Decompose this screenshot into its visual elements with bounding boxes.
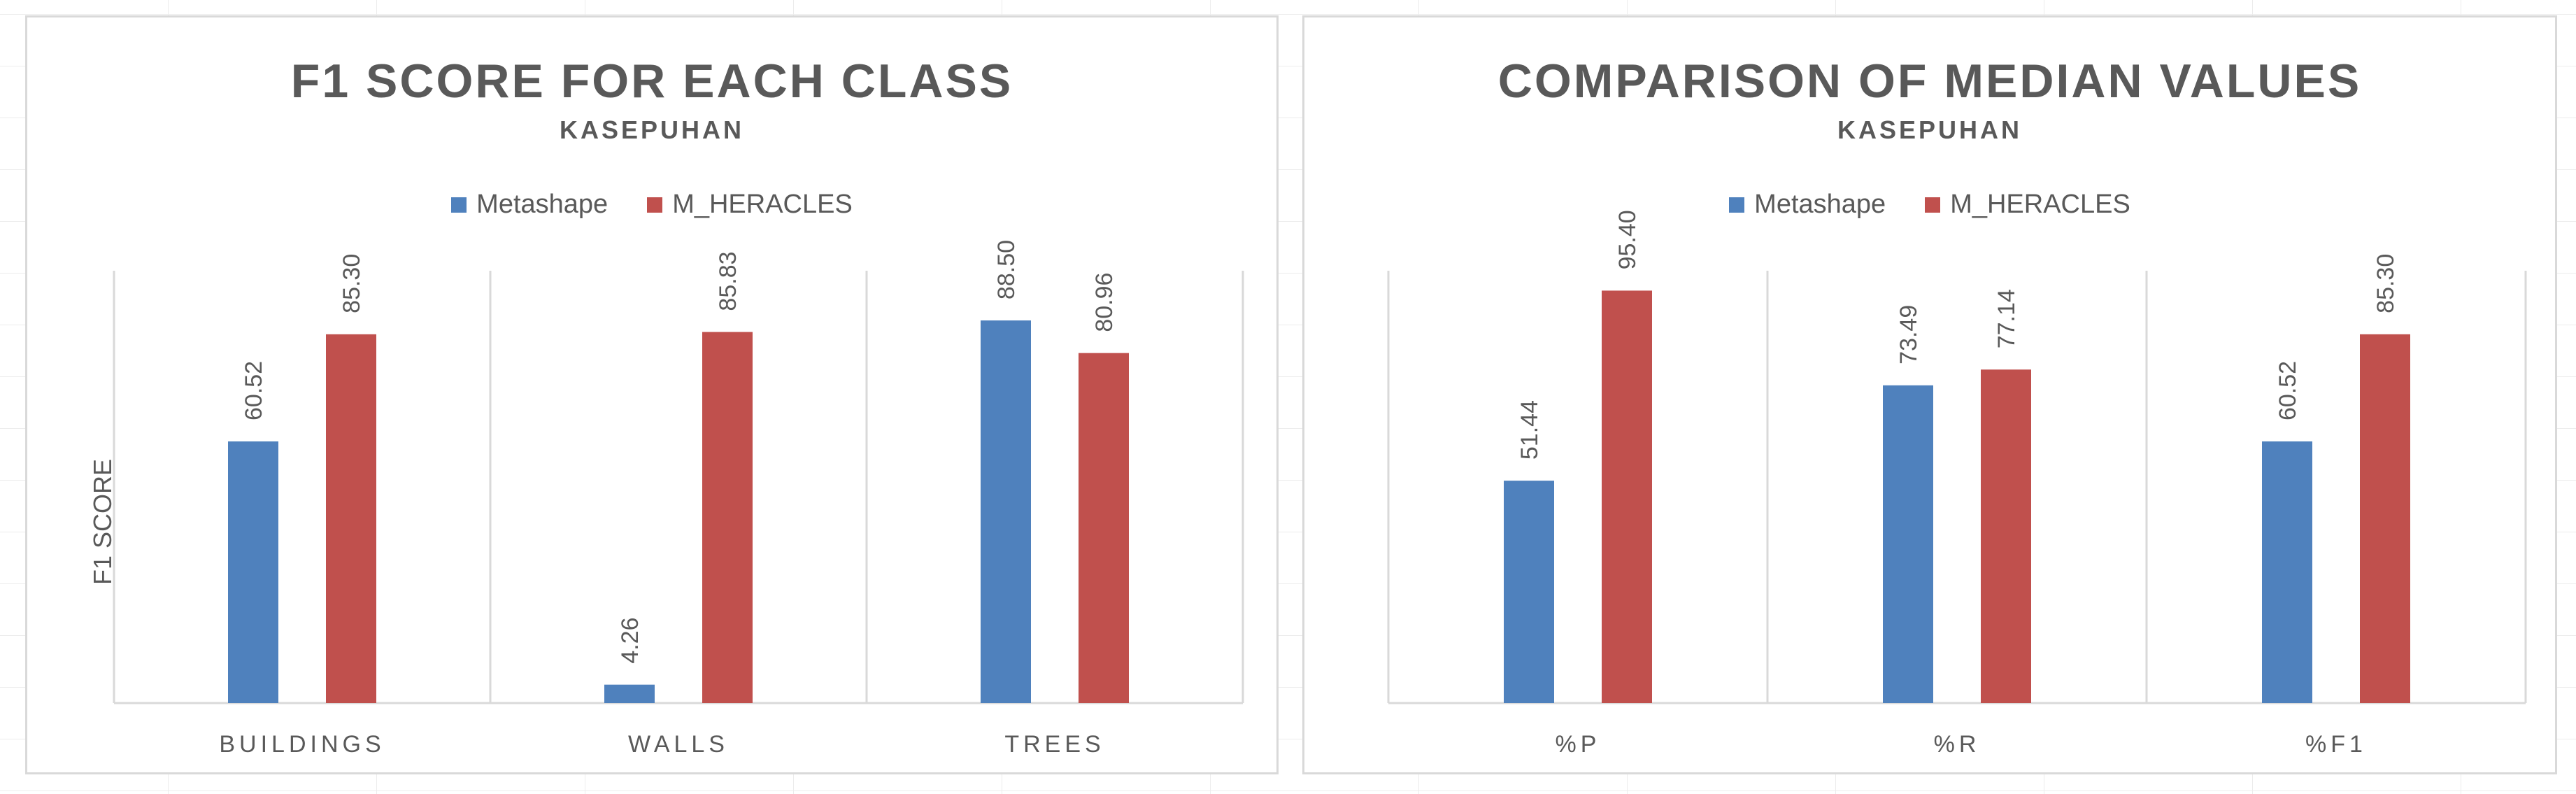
legend-swatch-metashape <box>451 197 467 213</box>
median-values-chart[interactable]: COMPARISON OF MEDIAN VALUES KASEPUHAN Me… <box>1302 15 2557 774</box>
bar-metashape[interactable] <box>228 441 278 703</box>
bar-m-heracles[interactable] <box>1079 353 1129 703</box>
chart-subtitle: KASEPUHAN <box>559 115 745 144</box>
legend-swatch-metashape <box>1729 197 1745 213</box>
data-label: 60.52 <box>2275 361 2301 420</box>
bar-metashape[interactable] <box>981 320 1031 703</box>
data-label: 60.52 <box>241 361 267 420</box>
chart-subtitle: KASEPUHAN <box>1837 115 2023 144</box>
legend-item-m-heracles: M_HERACLES <box>647 190 853 220</box>
bar-metashape[interactable] <box>2262 441 2312 703</box>
legend: Metashape M_HERACLES <box>1304 190 2555 220</box>
data-label: 85.30 <box>339 254 365 313</box>
bar-metashape[interactable] <box>1883 385 1933 703</box>
chart-title: F1 SCORE FOR EACH CLASS <box>290 55 1013 108</box>
bar-m-heracles[interactable] <box>2360 334 2410 703</box>
legend-label: Metashape <box>1754 190 1886 219</box>
f1-score-chart[interactable]: F1 SCORE FOR EACH CLASS KASEPUHAN Metash… <box>25 15 1279 774</box>
chart-title: COMPARISON OF MEDIAN VALUES <box>1497 55 2362 108</box>
legend-label: M_HERACLES <box>1950 190 2130 219</box>
x-tick-label: WALLS <box>628 731 729 758</box>
data-label: 51.44 <box>1516 400 1543 460</box>
bar-metashape[interactable] <box>604 684 655 703</box>
bar-m-heracles[interactable] <box>326 334 376 703</box>
plot-area: BUILDINGS 60.52 85.30 WALLS 4.26 85.83 TREES 88… <box>113 240 1244 758</box>
plot-area: %P 51.44 95.40 %R 73.49 77.14 %F1 60.52 85.30 <box>1387 210 2527 758</box>
data-label: 77.14 <box>1993 289 2020 348</box>
data-label: 85.83 <box>715 251 741 311</box>
x-tick-label: BUILDINGS <box>219 731 385 758</box>
x-tick-label: %P <box>1556 731 1601 758</box>
bar-m-heracles[interactable] <box>702 332 753 704</box>
legend-swatch-m-heracles <box>647 197 663 213</box>
legend-item-metashape: Metashape <box>1729 190 1886 220</box>
data-label: 88.50 <box>993 240 1020 299</box>
bar-m-heracles[interactable] <box>1602 290 1652 704</box>
legend-label: Metashape <box>476 190 609 219</box>
data-label: 95.40 <box>1614 210 1641 269</box>
data-label: 73.49 <box>1895 305 1922 364</box>
x-tick-label: TREES <box>1004 731 1104 758</box>
data-label: 4.26 <box>617 617 643 663</box>
legend-item-metashape: Metashape <box>451 190 608 220</box>
x-tick-label: %R <box>1934 731 1981 758</box>
data-label: 80.96 <box>1091 273 1118 332</box>
bar-m-heracles[interactable] <box>1981 369 2031 703</box>
legend: Metashape M_HERACLES <box>27 190 1276 220</box>
legend-label: M_HERACLES <box>672 190 853 219</box>
data-label: 85.30 <box>2372 254 2399 313</box>
x-tick-label: %F1 <box>2305 731 2367 758</box>
legend-swatch-m-heracles <box>1925 197 1941 213</box>
legend-item-m-heracles: M_HERACLES <box>1925 190 2130 220</box>
bar-metashape[interactable] <box>1504 481 1554 703</box>
